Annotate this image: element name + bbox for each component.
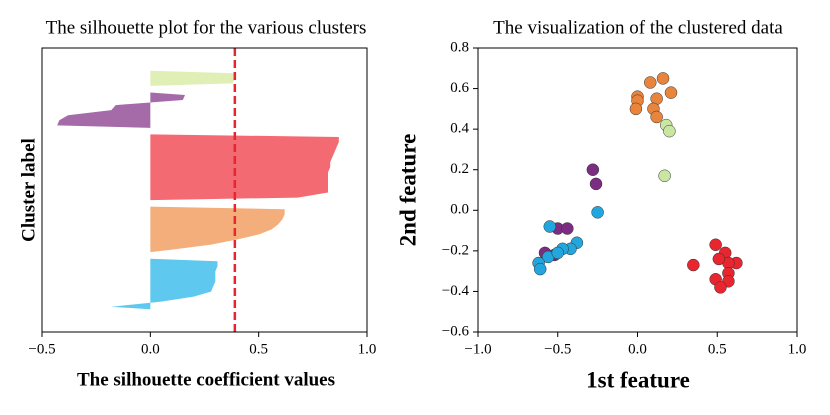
silhouette-area <box>150 206 285 253</box>
chart-title: The silhouette plot for the various clus… <box>46 17 367 38</box>
data-point <box>629 102 643 116</box>
x-tick-label: −0.5 <box>28 341 55 357</box>
data-point <box>709 238 722 252</box>
data-point <box>714 281 727 294</box>
data-point <box>712 252 726 266</box>
x-axis-label: 1st feature <box>586 367 690 392</box>
x-tick-label: 1.0 <box>358 341 377 357</box>
silhouette-area <box>111 258 218 310</box>
data-point <box>664 86 678 99</box>
data-point <box>650 110 663 124</box>
data-point <box>656 72 670 85</box>
x-tick-label: 0.5 <box>249 341 268 357</box>
data-point <box>561 222 574 235</box>
plot-frame <box>41 47 368 333</box>
x-axis-label: The silhouette coefficient values <box>77 369 335 390</box>
data-point <box>663 124 676 138</box>
y-axis-label: 2nd feature <box>395 134 420 247</box>
y-tick-label: 0.4 <box>450 121 469 137</box>
x-tick-label: 1.0 <box>788 341 807 357</box>
silhouette-area <box>150 70 235 86</box>
x-tick-label: 0.0 <box>628 341 647 357</box>
data-point <box>658 169 671 183</box>
y-tick-label: −0.2 <box>442 242 469 258</box>
data-point <box>644 76 657 89</box>
data-point <box>543 220 557 233</box>
data-point <box>687 258 700 272</box>
data-point <box>591 206 604 219</box>
x-tick-label: 0.5 <box>708 341 727 357</box>
chart-title: The visualization of the clustered data <box>493 17 783 38</box>
x-tick-label: 0.0 <box>141 341 160 357</box>
y-tick-label: 0.0 <box>450 202 469 218</box>
x-tick-label: −0.5 <box>544 341 571 357</box>
y-tick-label: −0.4 <box>442 283 470 299</box>
x-tick-label: −1.0 <box>464 341 491 357</box>
y-axis-label: Cluster label <box>18 138 39 242</box>
y-tick-label: −0.6 <box>442 323 470 339</box>
data-point <box>551 246 564 260</box>
data-point <box>533 262 547 276</box>
y-tick-label: 0.2 <box>450 161 469 177</box>
y-tick-label: 0.6 <box>450 80 469 96</box>
silhouette-area <box>57 92 185 128</box>
silhouette-area <box>150 134 339 201</box>
y-tick-label: 0.8 <box>450 39 469 55</box>
data-point <box>589 177 603 191</box>
data-point <box>586 163 600 176</box>
